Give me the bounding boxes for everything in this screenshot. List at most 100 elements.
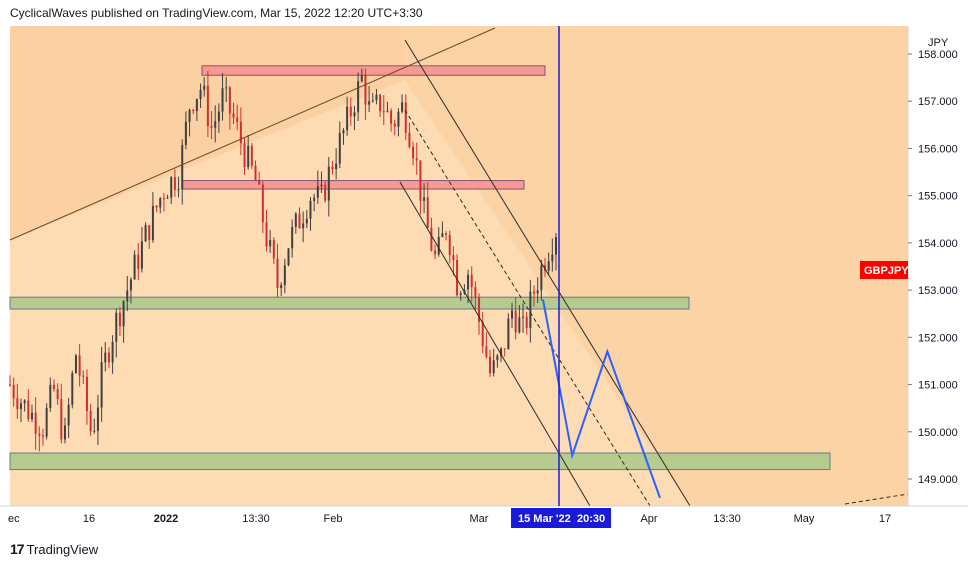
symbol-price-badge (860, 261, 908, 279)
candle-body (525, 316, 528, 329)
candle-body (386, 110, 389, 112)
candle-body (390, 110, 393, 124)
candle-body (166, 197, 169, 199)
candle-body (555, 237, 557, 255)
candle-body (19, 403, 22, 410)
y-tick-label: 157.000 (918, 96, 958, 108)
zone-resistance-top (201, 65, 546, 76)
x-tick-label: ec (8, 513, 20, 525)
candle-body (170, 177, 173, 198)
zone-support-mid (9, 296, 690, 310)
candle-body (298, 213, 301, 229)
y-tick-label: 154.000 (918, 238, 958, 250)
x-tick-label: 13:30 (242, 513, 270, 525)
y-tick-label: 156.000 (918, 143, 958, 155)
candle-body (243, 143, 246, 168)
candle-body (192, 109, 195, 112)
zone-resistance-mid (181, 180, 525, 190)
candle-body (228, 87, 231, 114)
price-axis[interactable] (908, 26, 968, 506)
candle-body (485, 346, 488, 357)
candle-body (324, 184, 327, 201)
brand-label: TradingView (26, 541, 99, 557)
candle-body (144, 225, 147, 242)
candle-body (415, 158, 418, 161)
candle-body (210, 125, 213, 128)
candle-body (346, 106, 349, 131)
candle-layer (9, 68, 557, 452)
candle-body (100, 362, 103, 408)
candle-body (309, 200, 312, 219)
candle-body (478, 297, 481, 322)
candle-body (280, 284, 283, 288)
time-axis[interactable] (0, 506, 908, 530)
candle-body (514, 310, 517, 333)
candle-body (470, 274, 473, 288)
candle-body (313, 197, 316, 201)
candle-body (261, 184, 264, 223)
x-tick-label: 13:30 (713, 513, 741, 525)
candle-body (85, 376, 88, 411)
candle-body (529, 291, 532, 329)
candle-body (467, 274, 470, 290)
candle-body (239, 121, 242, 144)
candle-body (503, 348, 506, 350)
tradingview-logo[interactable]: 17 TradingView (10, 541, 98, 557)
y-tick-label: 155.000 (918, 191, 958, 203)
candle-body (445, 233, 448, 235)
candle-body (540, 265, 543, 291)
candle-body (437, 237, 440, 255)
channel-shade (400, 26, 908, 506)
candle-body (104, 352, 107, 363)
candle-body (184, 121, 187, 145)
candle-body (338, 133, 341, 164)
candle-body (511, 310, 514, 319)
y-tick-label: 152.000 (918, 332, 958, 344)
candle-body (412, 146, 415, 159)
candle-body (474, 287, 477, 298)
candle-body (327, 166, 330, 201)
candle-body (247, 145, 250, 168)
candle-body (63, 425, 66, 440)
cursor-time-badge (511, 508, 611, 528)
candle-body (133, 254, 136, 280)
candle-body (225, 87, 228, 89)
candle-body (349, 106, 352, 117)
candle-body (173, 177, 176, 191)
candle-body (126, 290, 129, 302)
candle-body (45, 407, 48, 437)
candle-body (393, 123, 396, 127)
candle-body (206, 85, 209, 126)
candle-body (221, 88, 224, 112)
candle-body (371, 100, 374, 102)
candle-body (148, 225, 151, 241)
candle-body (269, 240, 272, 247)
candle-body (382, 111, 385, 113)
candle-body (265, 222, 268, 247)
x-tick-label: Feb (324, 513, 343, 525)
candle-body (404, 102, 407, 133)
y-tick-label: 158.000 (918, 49, 958, 61)
tradingview-logo-icon: 17 (10, 541, 25, 557)
candle-body (401, 102, 404, 112)
candle-body (78, 355, 81, 376)
candle-body (456, 260, 459, 296)
candle-body (140, 241, 143, 269)
candle-body (236, 117, 239, 122)
x-tick-label: 16 (83, 513, 95, 525)
candle-body (331, 166, 334, 170)
candle-body (353, 112, 356, 117)
candle-body (60, 399, 63, 440)
candle-body (74, 355, 77, 373)
publisher-header: CyclicalWaves published on TradingView.c… (10, 6, 423, 20)
zone-support-low (9, 452, 831, 471)
projection-path (542, 299, 661, 499)
candle-body (364, 75, 367, 105)
candle-body (49, 384, 52, 408)
candle-body (107, 352, 110, 363)
candle-body (38, 433, 41, 436)
candle-body (276, 258, 279, 288)
candle-body (96, 407, 99, 431)
candle-body (522, 316, 525, 318)
